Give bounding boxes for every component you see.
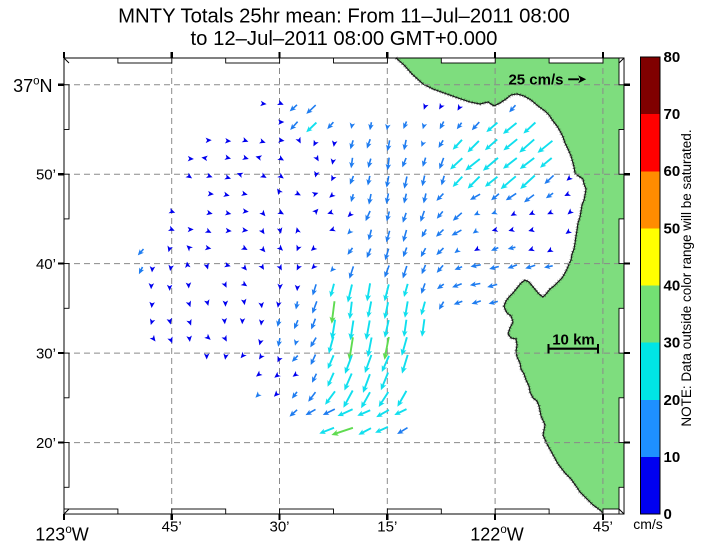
- svg-text:80: 80: [664, 49, 681, 66]
- svg-text:NOTE: Data outside color range: NOTE: Data outside color range will be s…: [679, 129, 694, 426]
- svg-text:cm/s: cm/s: [633, 516, 663, 532]
- svg-text:MNTY Totals 25hr mean: From 11: MNTY Totals 25hr mean: From 11–Jul–2011 …: [118, 6, 570, 28]
- svg-text:70: 70: [664, 106, 681, 123]
- svg-text:40: 40: [664, 278, 681, 295]
- svg-text:60: 60: [664, 163, 681, 180]
- svg-text:37oN: 37oN: [13, 76, 52, 97]
- svg-text:15’: 15’: [377, 519, 397, 536]
- svg-text:30: 30: [664, 335, 681, 352]
- svg-text:123oW: 123oW: [35, 524, 88, 545]
- svg-text:45’: 45’: [162, 519, 182, 536]
- svg-text:0: 0: [664, 506, 672, 523]
- svg-text:122oW: 122oW: [470, 524, 523, 545]
- svg-text:20’: 20’: [36, 435, 56, 452]
- svg-text:30’: 30’: [269, 519, 289, 536]
- svg-text:45’: 45’: [593, 519, 613, 536]
- svg-text:20: 20: [664, 392, 681, 409]
- svg-text:50: 50: [664, 220, 681, 237]
- svg-text:10 km: 10 km: [552, 332, 595, 349]
- svg-text:to 12–Jul–2011 08:00 GMT+0.000: to 12–Jul–2011 08:00 GMT+0.000: [191, 28, 498, 50]
- svg-text:25 cm/s: 25 cm/s: [508, 72, 563, 89]
- svg-text:50’: 50’: [36, 166, 56, 183]
- svg-text:30’: 30’: [36, 345, 56, 362]
- svg-text:10: 10: [664, 449, 681, 466]
- svg-text:40’: 40’: [36, 256, 56, 273]
